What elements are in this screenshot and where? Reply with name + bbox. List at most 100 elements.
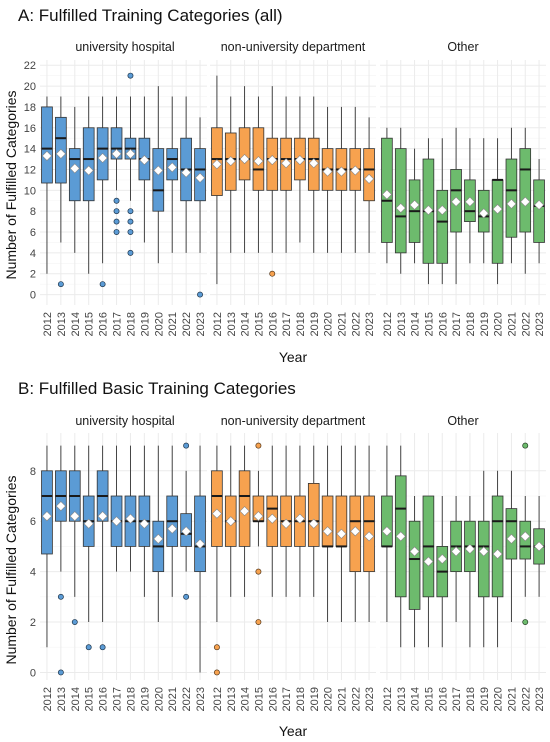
mean-marker xyxy=(350,526,361,537)
mean-marker xyxy=(478,546,489,557)
outlier-point xyxy=(269,270,276,277)
x-tick-label: 2016 xyxy=(437,312,449,336)
outlier-point xyxy=(255,442,262,449)
facet-panel: 2012 2013 2014 2015 2016 2017 2018 2019 2020 2021… xyxy=(380,433,546,711)
y-tick-label: 20 xyxy=(24,81,36,93)
x-tick-label: 2023 xyxy=(195,312,207,336)
x-tick-label: 2022 xyxy=(350,312,362,336)
x-tick-label: 2013 xyxy=(396,687,408,711)
x-tick-label: 2021 xyxy=(167,312,179,336)
x-tick-label: 2015 xyxy=(253,312,265,336)
x-tick-label: 2023 xyxy=(534,687,546,711)
box xyxy=(307,483,320,547)
box xyxy=(436,189,449,264)
mean-marker xyxy=(437,553,448,565)
box xyxy=(41,106,53,184)
outlier-point xyxy=(127,72,134,79)
x-tick-label: 2016 xyxy=(98,312,110,336)
y-tick-label: 0 xyxy=(30,290,36,302)
x-tick-label: 2023 xyxy=(364,312,376,336)
x-tick-label: 2022 xyxy=(520,312,532,336)
y-tick-label: 6 xyxy=(30,516,36,528)
outlier-point xyxy=(127,249,134,256)
mean-marker xyxy=(55,501,66,512)
x-tick-label: 2016 xyxy=(98,687,110,711)
mean-marker xyxy=(364,531,375,542)
outlier-point xyxy=(71,619,78,625)
outlier-point xyxy=(113,197,120,204)
y-tick-label: 18 xyxy=(24,102,36,114)
chart-b-x-axis-label: Year xyxy=(279,723,308,739)
mean-marker xyxy=(181,167,192,178)
x-tick-label: 2012 xyxy=(42,687,54,711)
x-tick-label: 2019 xyxy=(309,312,321,336)
outlier-point xyxy=(127,208,134,215)
x-tick-label: 2019 xyxy=(139,687,151,711)
facet-panel: 2012 2013 2014 2015 2016 2017 2018 2019 2020 2021… xyxy=(380,60,546,336)
mean-marker xyxy=(153,533,164,544)
mean-marker xyxy=(125,148,136,159)
mean-marker xyxy=(239,154,250,165)
y-tick-label: 4 xyxy=(30,248,36,260)
box xyxy=(321,495,334,547)
mean-marker xyxy=(478,208,489,219)
mean-marker xyxy=(336,528,347,539)
x-tick-label: 2017 xyxy=(281,312,293,336)
x-tick-label: 2015 xyxy=(84,687,96,711)
outlier-point xyxy=(522,442,529,449)
x-tick-label: 2021 xyxy=(167,687,179,711)
mean-marker xyxy=(520,196,531,207)
box xyxy=(381,495,393,547)
mean-marker xyxy=(534,541,545,552)
x-tick-label: 2017 xyxy=(112,312,124,336)
chart-a-title: A: Fulfilled Training Categories (all) xyxy=(18,6,283,25)
y-tick-label: 8 xyxy=(30,466,36,478)
outlier-point xyxy=(57,593,64,600)
mean-marker xyxy=(423,205,434,216)
mean-marker xyxy=(492,204,503,215)
x-tick-label: 2023 xyxy=(195,687,207,711)
box xyxy=(491,495,504,598)
x-tick-label: 2022 xyxy=(350,687,362,711)
mean-marker xyxy=(492,548,503,560)
mean-marker xyxy=(111,148,122,159)
x-tick-label: 2018 xyxy=(125,687,137,711)
y-tick-label: 10 xyxy=(24,185,36,197)
x-tick-label: 2016 xyxy=(437,687,449,711)
x-tick-label: 2017 xyxy=(451,312,463,336)
outlier-point xyxy=(85,644,92,651)
mean-marker xyxy=(336,166,347,177)
x-tick-label: 2020 xyxy=(323,687,335,711)
outlier-point xyxy=(183,593,190,600)
x-tick-label: 2020 xyxy=(153,687,165,711)
mean-marker xyxy=(451,546,462,557)
outlier-point xyxy=(127,218,134,225)
outlier-point xyxy=(99,644,106,651)
mean-marker xyxy=(409,199,420,210)
mean-marker xyxy=(322,526,333,537)
x-tick-label: 2013 xyxy=(396,312,408,336)
mean-marker xyxy=(253,511,264,522)
chart-a-facet-label-1: university hospital xyxy=(75,40,174,54)
mean-marker xyxy=(437,205,448,216)
box xyxy=(152,148,165,212)
x-tick-label: 2015 xyxy=(423,312,435,336)
x-tick-label: 2022 xyxy=(181,312,193,336)
y-tick-label: 2 xyxy=(30,269,36,281)
x-tick-label: 2020 xyxy=(493,312,505,336)
x-tick-label: 2018 xyxy=(295,312,307,336)
mean-marker xyxy=(464,196,475,207)
mean-marker xyxy=(211,508,222,519)
y-tick-label: 14 xyxy=(24,144,36,156)
box xyxy=(110,127,123,160)
mean-marker xyxy=(41,150,52,161)
x-tick-label: 2023 xyxy=(364,687,376,711)
x-tick-label: 2021 xyxy=(336,687,348,711)
mean-marker xyxy=(167,162,178,173)
x-tick-label: 2021 xyxy=(506,687,518,711)
chart-a-facet-label-2: non-university department xyxy=(221,40,366,54)
outlier-point xyxy=(183,442,190,449)
outlier-point xyxy=(113,218,120,225)
x-tick-label: 2021 xyxy=(506,312,518,336)
